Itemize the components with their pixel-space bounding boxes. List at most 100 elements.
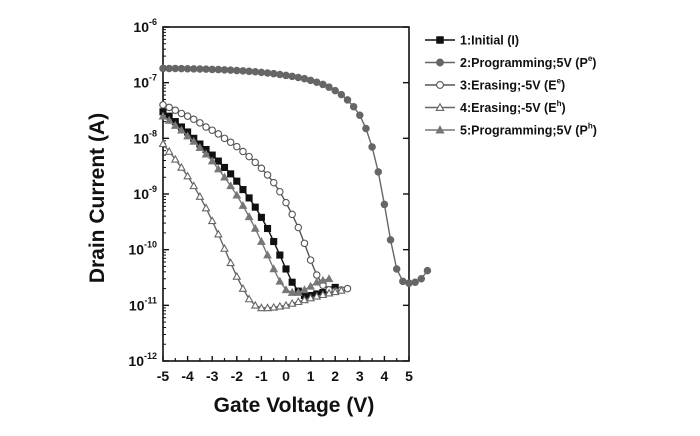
data-point-circle xyxy=(269,69,278,78)
data-point-circle xyxy=(312,271,321,279)
data-point-triangle xyxy=(244,294,254,303)
data-point-circle xyxy=(263,171,272,179)
data-point-circle xyxy=(202,65,210,73)
data-point-circle xyxy=(294,223,303,232)
series-2 xyxy=(159,64,432,287)
data-point-triangle xyxy=(238,283,248,292)
data-point-triangle xyxy=(195,143,205,151)
data-point-triangle xyxy=(207,156,217,165)
data-point-circle xyxy=(196,65,204,73)
data-point-triangle xyxy=(435,102,445,111)
x-tick-label: 0 xyxy=(282,368,290,384)
legend-label: 1:Initial (I) xyxy=(460,34,519,48)
y-tick-label: 10-9 xyxy=(133,184,157,202)
data-point-triangle xyxy=(226,181,236,190)
series-layer xyxy=(158,64,432,312)
data-point-circle xyxy=(202,123,210,131)
data-point-circle xyxy=(343,284,352,293)
legend-item: 2:Programming;5V (Pe) xyxy=(425,54,596,70)
x-axis-title: Gate Voltage (V) xyxy=(214,394,375,417)
x-tick-label: 4 xyxy=(381,368,389,384)
data-point-circle xyxy=(417,275,426,283)
data-point-triangle xyxy=(183,131,192,140)
legend-label: 2:Programming;5V (Pe) xyxy=(460,54,596,70)
data-point-circle xyxy=(374,168,382,176)
data-point-circle xyxy=(165,64,173,73)
data-point-square xyxy=(288,278,296,286)
data-point-circle xyxy=(220,66,229,74)
data-point-circle xyxy=(190,115,198,124)
legend-label: 3:Erasing;-5V (Ee) xyxy=(460,77,565,93)
series-4 xyxy=(158,139,346,312)
data-point-triangle xyxy=(306,293,315,302)
data-point-triangle xyxy=(269,302,279,311)
data-point-triangle xyxy=(170,120,180,129)
data-point-square xyxy=(282,265,290,273)
data-point-circle xyxy=(380,200,389,209)
data-point-circle xyxy=(245,152,253,161)
data-point-circle xyxy=(177,64,186,73)
data-point-triangle xyxy=(318,275,328,284)
data-point-square xyxy=(251,203,259,211)
data-point-square xyxy=(436,36,444,44)
data-point-triangle xyxy=(300,295,309,304)
data-point-triangle xyxy=(213,164,223,173)
x-tick-label: 3 xyxy=(356,368,364,384)
data-point-triangle xyxy=(263,250,272,259)
data-point-triangle xyxy=(275,276,285,285)
x-tick-label: 1 xyxy=(307,368,315,384)
y-tick-label: 10-6 xyxy=(133,17,157,35)
data-point-circle xyxy=(226,66,235,74)
data-point-triangle xyxy=(183,171,192,180)
data-point-square xyxy=(263,224,272,233)
data-point-circle xyxy=(356,111,364,119)
y-tick-label: 10-8 xyxy=(133,128,157,146)
x-tick-label: -4 xyxy=(181,368,194,384)
data-point-triangle xyxy=(330,287,340,296)
data-point-circle xyxy=(436,81,444,89)
data-point-triangle xyxy=(201,149,211,158)
x-tick-label: 2 xyxy=(331,368,339,384)
data-point-triangle xyxy=(287,287,297,296)
data-point-circle xyxy=(177,109,186,118)
x-tick-label: -2 xyxy=(231,368,244,384)
data-point-triangle xyxy=(177,125,186,134)
data-point-circle xyxy=(190,65,198,73)
data-point-circle xyxy=(288,210,296,219)
data-point-square xyxy=(214,157,222,165)
data-point-triangle xyxy=(158,111,168,120)
legend-label: 4:Erasing;-5V (Eh) xyxy=(460,99,566,115)
data-point-circle xyxy=(306,256,315,264)
x-tick-label: -1 xyxy=(255,368,268,384)
data-point-triangle xyxy=(220,243,229,252)
data-point-triangle xyxy=(281,300,291,309)
data-point-triangle xyxy=(207,216,217,225)
data-point-circle xyxy=(282,198,290,207)
data-point-triangle xyxy=(232,271,242,280)
data-point-circle xyxy=(226,138,235,147)
data-point-triangle xyxy=(158,139,168,148)
legend-item: 3:Erasing;-5V (Ee) xyxy=(425,77,565,93)
data-point-triangle xyxy=(293,297,303,306)
data-point-triangle xyxy=(195,191,205,200)
data-point-triangle xyxy=(189,181,199,190)
data-point-circle xyxy=(319,80,327,89)
x-axis-ticks: -5 -4 -3 -2 -1 0 1 2 3 4 5 xyxy=(157,356,413,384)
data-point-square xyxy=(270,237,278,246)
series-line xyxy=(163,67,429,284)
data-point-circle xyxy=(196,119,204,127)
legend-label: 5:Programming;5V (Ph) xyxy=(460,122,597,138)
data-point-triangle xyxy=(170,154,180,163)
data-point-triangle xyxy=(226,258,236,267)
y-tick-label: 10-7 xyxy=(133,73,157,91)
data-point-triangle xyxy=(287,298,297,307)
legend: 1:Initial (I) 2:Programming;5V (Pe) 3:Eras… xyxy=(425,34,597,138)
data-point-circle xyxy=(159,64,167,73)
data-point-triangle xyxy=(177,162,186,171)
data-point-circle xyxy=(233,66,241,75)
data-point-circle xyxy=(405,279,413,287)
data-point-circle xyxy=(171,106,180,114)
y-axis-title: Drain Current (A) xyxy=(86,113,109,283)
data-point-triangle xyxy=(312,291,322,300)
data-point-triangle xyxy=(263,303,272,312)
